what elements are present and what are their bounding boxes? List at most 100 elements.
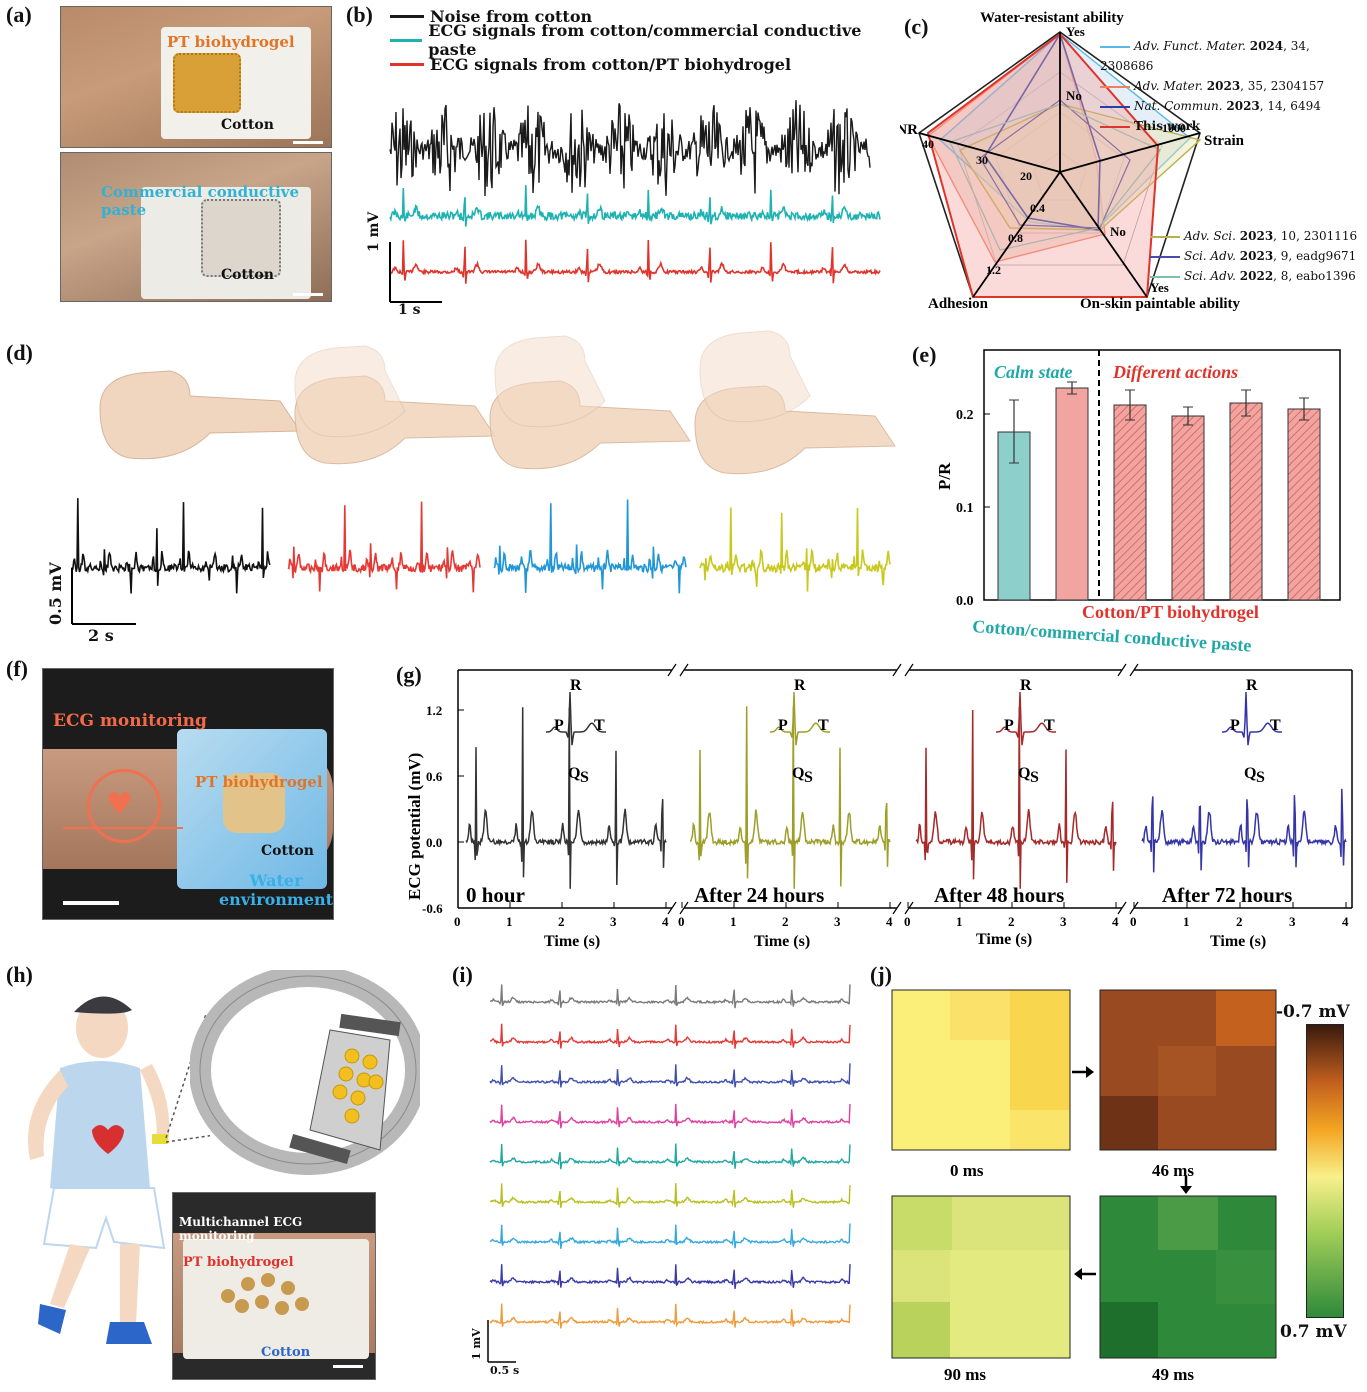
series-nat-commun [984,32,1101,231]
legend-item: Adv. Mater. 2023, 35, 2304157 [1100,76,1367,96]
radar-chart: Water-resistant ability Strain On-skin p… [900,10,1245,312]
legend-item: Sci. Adv. 2022, 8, eabo1396 [1150,266,1357,286]
hydrogel [223,773,285,833]
legend-swatch [390,38,423,42]
map-90ms [891,1195,1071,1359]
actions-text: Different actions [1112,362,1238,382]
xtick: 4 [662,914,669,929]
channel-trace [489,1303,851,1329]
panel-b-signals [389,100,881,303]
legend-item: ECG signals from cotton/commercial condu… [390,21,890,59]
legend-item: This work [1100,116,1367,136]
wave-label-p: P [1004,717,1014,734]
ytick: 0.0 [956,594,974,609]
panel-f-label: (f) [6,656,28,681]
xlabel: Time (s) [754,933,810,950]
channel-trace [489,1183,851,1209]
runner-shoe [38,1304,66,1334]
legend-item: Nat. Commun. 2023, 14, 6494 [1100,96,1367,116]
xtick: 0 [1130,914,1137,929]
pqrst-inset-24h [770,691,830,746]
caption-24h: After 24 hours [694,883,824,907]
radar-legend-bottom: Adv. Sci. 2023, 10, 2301116 Sci. Adv. 20… [1150,226,1357,286]
legend-item: Adv. Funct. Mater. 2024, 34, 2308686 [1100,39,1310,73]
runner-arm-left [28,1070,68,1160]
tick-adh-04: 0.4 [1030,201,1045,215]
multichannel-title: Multichannel ECG monitoring [179,1215,303,1243]
wave-label-s: S [1256,769,1265,786]
panel-a-label: (a) [6,2,32,27]
panel-h-label: (h) [6,962,33,987]
xtick: 0 [678,914,685,929]
tick-snr-40: 40 [922,137,934,151]
xtick: 1 [730,914,737,929]
cotton-text: Cotton [221,117,274,133]
tick-snr-20: 20 [1020,169,1032,183]
legend-item: ECG signals from cotton/PT biohydrogel [390,52,890,76]
pr-bar-chart: 0.0 0.1 0.2 P/R Calm state Different act… [935,349,1341,655]
xtick: 2 [782,914,789,929]
caption-49ms: 49 ms [1152,1365,1194,1380]
bar-action-3 [1229,402,1263,601]
wave-label-s: S [1030,769,1039,786]
tick-snr-30: 30 [976,153,988,167]
wave-label-t: T [1270,717,1281,734]
xlabel-pt: Cotton/PT biohydrogel [1082,602,1259,622]
xtick: 1 [506,914,513,929]
ecg-trace-action-1 [287,501,481,593]
scale-bar [333,1365,363,1368]
tick-water-yes: Yes [1066,24,1085,39]
commercial-paste-text: Commercial conductive paste [101,183,300,219]
legend-swatch [390,62,424,66]
ecg-trace-0h [465,707,667,889]
wave-label-p: P [778,717,788,734]
heart-icon: ♥ [87,769,161,843]
cotton-text: Cotton [261,1345,311,1360]
ecg-trace-action-2 [493,499,687,594]
photo-water-arm: ♥ ECG monitoring PT biohydrogel Cotton W… [42,668,334,920]
fist-illustration-2 [294,345,496,465]
tick-adh-12: 1.2 [986,263,1001,277]
xlabel: Time (s) [544,933,600,950]
pqrst-inset-72h [1222,691,1282,746]
xtick: 4 [1342,914,1349,929]
panel-j-label: (j) [870,962,892,987]
ytick: 1.2 [426,703,442,718]
scale-y-text: 1 mV [366,211,382,252]
map-49ms [1099,1195,1277,1359]
channel-trace [489,1023,851,1049]
tick-adh-08: 0.8 [1008,231,1023,245]
paste-patch [201,199,281,277]
series-sci-adv-2023 [979,99,1131,229]
channel-trace [489,1063,851,1088]
pqrst-inset-0h [546,691,606,746]
xtick: 3 [834,914,841,929]
tick-paint-no: No [1110,224,1126,239]
ytick: 0.6 [426,769,443,784]
runner-hair [74,996,132,1014]
wave-label-q: Q [568,765,580,782]
paste-ecg-trace [389,185,881,227]
wave-label-t: T [594,717,605,734]
water-environment-text: Water environment [219,871,334,909]
caption-90ms: 90 ms [944,1365,986,1380]
tick-strain: 1000 [1162,121,1186,135]
colorbar-top-label: -0.7 mV [1276,1002,1350,1022]
wave-label-s: S [580,769,589,786]
cotton-text: Cotton [221,267,274,283]
legend-text: ECG signals from cotton/PT biohydrogel [430,54,792,74]
xlabel: Time (s) [1210,933,1266,950]
xtick: 4 [886,914,893,929]
wave-label-p: P [554,717,564,734]
fist-illustration-1 [99,370,301,460]
wave-label-t: T [818,717,829,734]
bar-pt-calm [1055,387,1089,601]
scale-y-text: 0.5 mV [46,562,65,625]
caption-72h: After 72 hours [1162,883,1292,907]
fist-illustration-3 [489,335,691,470]
xtick: 1 [956,914,963,929]
runner-arm-right [140,1064,170,1144]
wave-label-r: R [794,677,806,694]
ecg-trace-72h [1141,788,1347,873]
panel-b-label: (b) [346,2,373,27]
